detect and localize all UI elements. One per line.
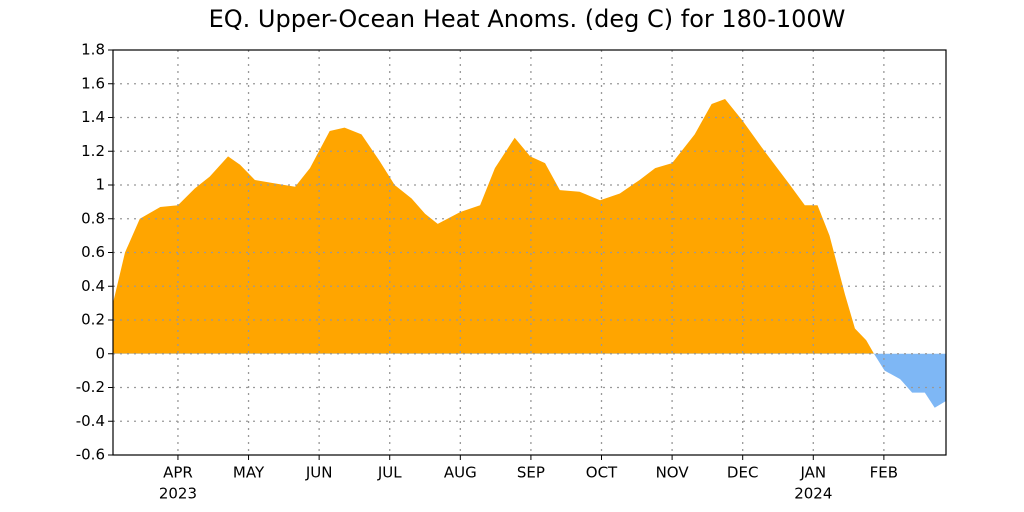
y-tick-label: 1 (95, 176, 105, 194)
y-tick-label: -0.6 (76, 446, 105, 464)
y-tick-label: -0.2 (76, 378, 105, 396)
y-tick-label: 1.2 (81, 142, 105, 160)
x-tick-label: JAN (799, 464, 826, 482)
x-tick-label: NOV (656, 464, 690, 482)
x-tick-label: FEB (870, 464, 898, 482)
x-tick-label: MAY (233, 464, 265, 482)
x-tick-label: DEC (727, 464, 759, 482)
chart-title: EQ. Upper-Ocean Heat Anoms. (deg C) for … (209, 5, 846, 33)
y-tick-label: 1.8 (81, 41, 105, 59)
plot-frame (112, 49, 947, 456)
x-tick-label: AUG (444, 464, 477, 482)
y-tick-label: -0.4 (76, 412, 105, 430)
area (113, 98, 946, 408)
year-label: 2024 (794, 485, 832, 503)
y-tick-label: 0.2 (81, 311, 105, 329)
x-tick-label: SEP (517, 464, 545, 482)
y-tick-label: 0.4 (81, 277, 105, 295)
y-tick-label: 1.6 (81, 74, 105, 92)
y-tick-label: 0 (95, 344, 105, 362)
y-tick-label: 1.4 (81, 108, 105, 126)
x-tick-label: APR (163, 464, 193, 482)
year-label: 2023 (159, 485, 197, 503)
y-tick-label: 0.8 (81, 209, 105, 227)
y-tick-label: 0.6 (81, 243, 105, 261)
x-tick-label: OCT (586, 464, 618, 482)
x-tick-label: JUN (305, 464, 333, 482)
x-tick-label: JUL (377, 464, 402, 482)
